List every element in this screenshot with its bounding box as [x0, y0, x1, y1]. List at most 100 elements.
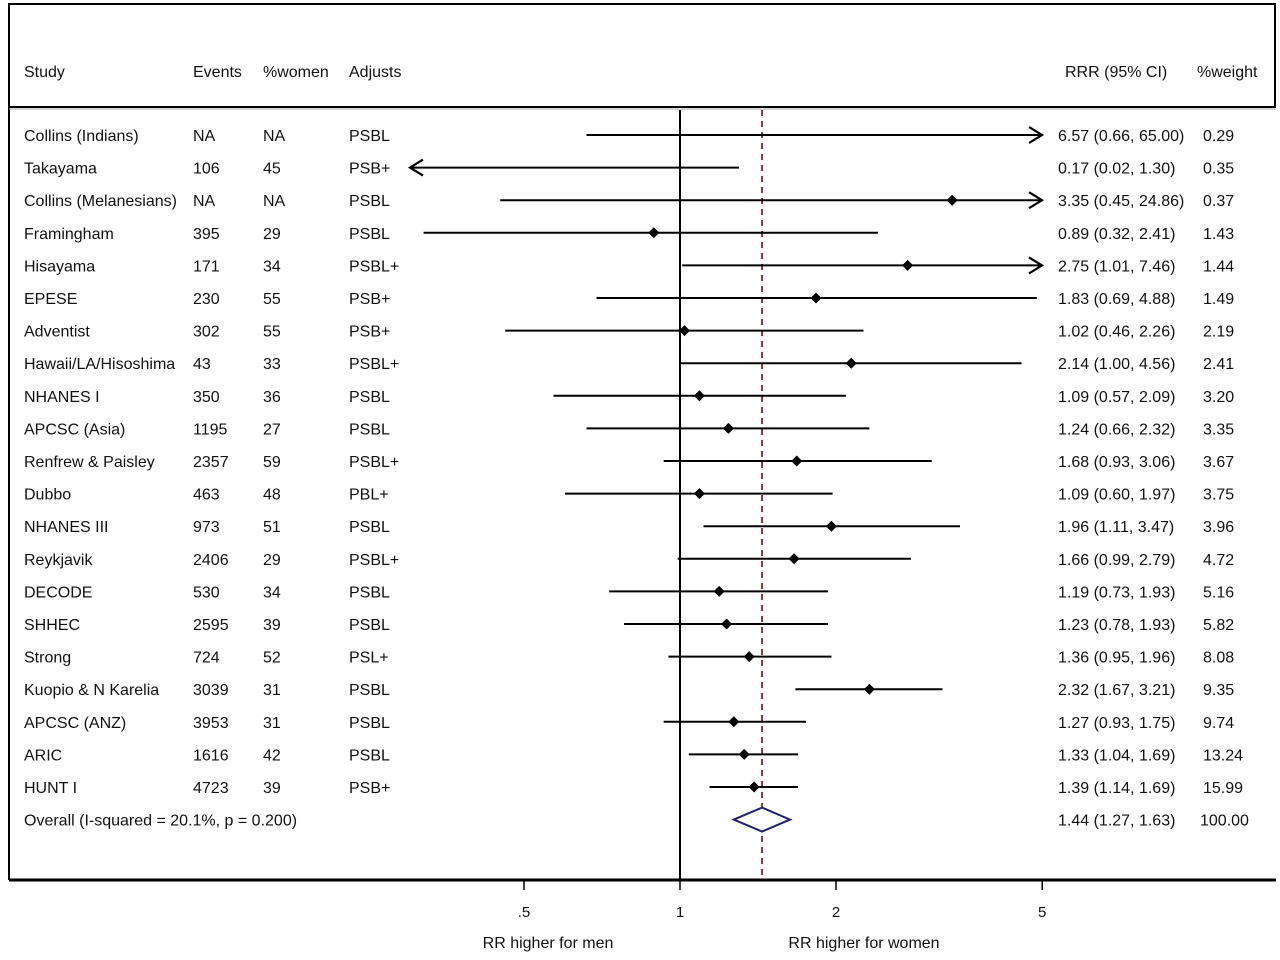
- women-pct-value: 42: [263, 747, 281, 764]
- study-name: Collins (Melanesians): [24, 193, 177, 210]
- weight-value: 1.49: [1203, 291, 1234, 308]
- study-name: Adventist: [24, 324, 90, 341]
- header-events: Events: [193, 64, 242, 81]
- study-rows: Collins (Indians) NA NA PSBL 6.57 (0.66, 65.…: [24, 128, 1249, 830]
- study-row: Kuopio & N Karelia 3039 31 PSBL 2.32 (1.67, …: [24, 682, 1234, 699]
- study-row: Renfrew & Paisley 2357 59 PSBL+ 1.68 (0.93, …: [24, 454, 1234, 471]
- point-estimate-marker: [788, 553, 800, 565]
- study-row: Hisayama 171 34 PSBL+ 2.75 (1.01, 7.46) 1.44: [24, 258, 1234, 275]
- rrr-ci-value: 3.35 (0.45, 24.86): [1058, 193, 1184, 210]
- women-pct-value: 36: [263, 389, 281, 406]
- study-name: DECODE: [24, 584, 92, 601]
- adjusts-value: PSL+: [349, 650, 389, 667]
- women-pct-value: 31: [263, 682, 281, 699]
- rrr-ci-value: 0.89 (0.32, 2.41): [1058, 226, 1175, 243]
- study-name: NHANES III: [24, 519, 108, 536]
- weight-value: 3.20: [1203, 389, 1234, 406]
- point-estimate-marker: [902, 259, 914, 271]
- weight-value: 2.19: [1203, 324, 1234, 341]
- study-row: APCSC (Asia) 1195 27 PSBL 1.24 (0.66, 2.32) 3…: [24, 421, 1234, 438]
- study-name: ARIC: [24, 747, 62, 764]
- events-value: NA: [193, 193, 216, 210]
- study-name: APCSC (ANZ): [24, 715, 126, 732]
- adjusts-value: PBL+: [349, 487, 389, 504]
- adjusts-value: PSBL: [349, 128, 390, 145]
- rrr-ci-value: 1.33 (1.04, 1.69): [1058, 747, 1175, 764]
- rrr-ci-value: 1.39 (1.14, 1.69): [1058, 780, 1175, 797]
- study-row: Takayama 106 45 PSB+ 0.17 (0.02, 1.30) 0.35: [24, 161, 1234, 178]
- events-value: 973: [193, 519, 220, 536]
- weight-value: 0.35: [1203, 161, 1234, 178]
- study-row: DECODE 530 34 PSBL 1.19 (0.73, 1.93) 5.16: [24, 584, 1234, 601]
- point-estimate-marker: [713, 585, 725, 597]
- events-value: 1195: [193, 421, 228, 438]
- point-estimate-marker: [693, 390, 705, 402]
- point-estimate-marker: [946, 194, 958, 206]
- study-name: APCSC (Asia): [24, 421, 125, 438]
- study-name: Hisayama: [24, 258, 95, 275]
- rrr-ci-value: 1.02 (0.46, 2.26): [1058, 324, 1175, 341]
- point-estimate-marker: [810, 292, 822, 304]
- events-value: 530: [193, 584, 220, 601]
- study-name: Collins (Indians): [24, 128, 139, 145]
- point-estimate-marker: [722, 422, 734, 434]
- study-row: Collins (Melanesians) NA NA PSBL 3.35 (0.45,…: [24, 193, 1234, 210]
- study-name: SHHEC: [24, 617, 80, 634]
- point-estimate-marker: [648, 227, 660, 239]
- rrr-ci-value: 2.32 (1.67, 3.21): [1058, 682, 1175, 699]
- point-estimate-marker: [721, 618, 733, 630]
- study-row: Hawaii/LA/Hisoshima 43 33 PSBL+ 2.14 (1.00, …: [24, 356, 1234, 373]
- adjusts-value: PSBL: [349, 747, 390, 764]
- ci-arrow-left: [407, 158, 424, 177]
- study-row: NHANES III 973 51 PSBL 1.96 (1.11, 3.47) 3.96: [24, 519, 1234, 536]
- header-adjusts: Adjusts: [349, 64, 401, 81]
- x-tick-label: 1: [676, 904, 684, 921]
- rrr-ci-value: 1.09 (0.57, 2.09): [1058, 389, 1175, 406]
- rrr-ci-value: 2.75 (1.01, 7.46): [1058, 258, 1175, 275]
- header-women: %women: [263, 64, 329, 81]
- study-row: NHANES I 350 36 PSBL 1.09 (0.57, 2.09) 3.20: [24, 389, 1234, 406]
- point-estimate-marker: [748, 781, 760, 793]
- study-name: Dubbo: [24, 487, 71, 504]
- overall-rrr-ci-value: 1.44 (1.27, 1.63): [1058, 813, 1175, 830]
- events-value: 4723: [193, 780, 229, 797]
- weight-value: 3.96: [1203, 519, 1234, 536]
- study-row: Framingham 395 29 PSBL 0.89 (0.32, 2.41) 1.43: [24, 226, 1234, 243]
- point-estimate-marker: [743, 651, 755, 663]
- point-estimate-marker: [845, 357, 857, 369]
- rrr-ci-value: 1.27 (0.93, 1.75): [1058, 715, 1175, 732]
- events-value: 3953: [193, 715, 229, 732]
- overall-label: Overall (I-squared = 20.1%, p = 0.200): [24, 813, 297, 830]
- weight-value: 5.82: [1203, 617, 1234, 634]
- plot-frame: [8, 3, 1276, 882]
- xlabel-right: RR higher for women: [788, 935, 939, 952]
- adjusts-value: PSBL: [349, 617, 390, 634]
- study-row: Collins (Indians) NA NA PSBL 6.57 (0.66, 65.…: [24, 128, 1234, 145]
- study-row: HUNT I 4723 39 PSB+ 1.39 (1.14, 1.69) 15.99: [24, 780, 1243, 797]
- study-row: SHHEC 2595 39 PSBL 1.23 (0.78, 1.93) 5.82: [24, 617, 1234, 634]
- rrr-ci-value: 1.19 (0.73, 1.93): [1058, 584, 1175, 601]
- point-estimate-marker: [825, 520, 837, 532]
- header-rrr: RRR (95% CI): [1065, 64, 1167, 81]
- rrr-ci-value: 1.68 (0.93, 3.06): [1058, 454, 1175, 471]
- point-estimate-marker: [791, 455, 803, 467]
- study-row: EPESE 230 55 PSB+ 1.83 (0.69, 4.88) 1.49: [24, 291, 1234, 308]
- adjusts-value: PSBL: [349, 519, 390, 536]
- point-estimate-marker: [678, 325, 690, 337]
- weight-value: 3.35: [1203, 421, 1234, 438]
- events-value: 2357: [193, 454, 229, 471]
- ci-arrow-right: [1028, 191, 1045, 210]
- xlabel-left: RR higher for men: [483, 935, 614, 952]
- adjusts-value: PSBL: [349, 715, 390, 732]
- x-tick-label: 5: [1038, 904, 1046, 921]
- events-value: 724: [193, 650, 220, 667]
- women-pct-value: NA: [263, 128, 286, 145]
- events-value: 302: [193, 324, 220, 341]
- events-value: 230: [193, 291, 220, 308]
- overall-diamond: [731, 806, 793, 833]
- weight-value: 4.72: [1203, 552, 1234, 569]
- point-estimate-marker: [693, 488, 705, 500]
- women-pct-value: 29: [263, 226, 281, 243]
- weight-value: 1.44: [1203, 258, 1234, 275]
- events-value: 2595: [193, 617, 229, 634]
